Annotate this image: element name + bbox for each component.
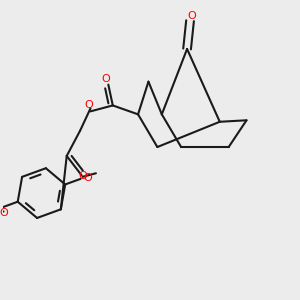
Text: O: O — [83, 172, 92, 183]
Text: O: O — [79, 172, 87, 182]
Text: O: O — [85, 100, 93, 110]
Text: O: O — [102, 74, 110, 84]
Text: O: O — [0, 208, 8, 218]
Text: O: O — [187, 11, 196, 21]
